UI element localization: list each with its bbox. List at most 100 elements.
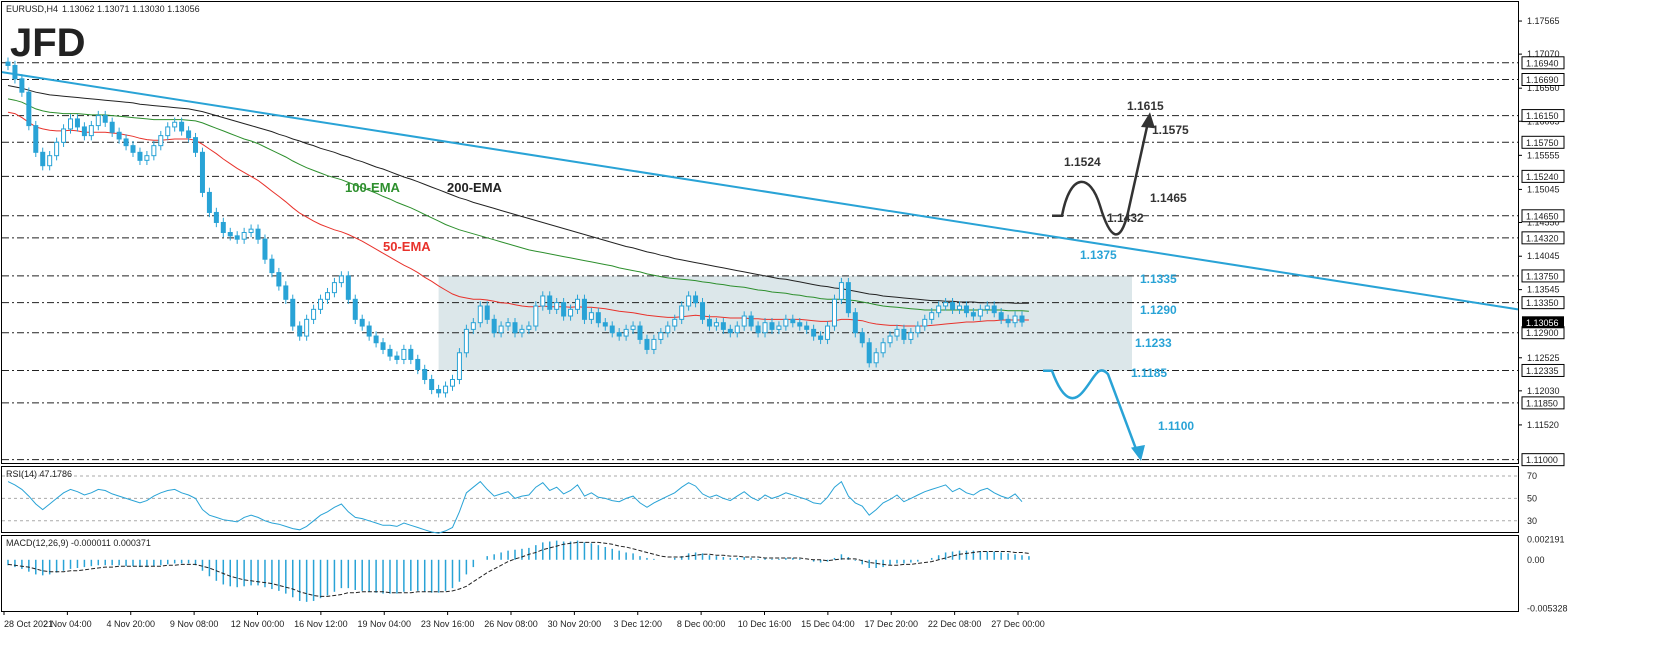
- candle-body: [234, 235, 240, 240]
- level-price-tag: [1521, 209, 1565, 223]
- level-price-label: 1.15750: [1526, 138, 1559, 148]
- candle-body: [102, 115, 108, 123]
- candle-body: [547, 295, 553, 310]
- date-tick-label: 2 Nov 04:00: [43, 619, 92, 629]
- candle-body: [554, 302, 560, 310]
- bullish-target-label: 1.1575: [1152, 123, 1189, 137]
- candle-body: [470, 322, 476, 330]
- bearish-scenario-path: [1043, 369, 1140, 455]
- rsi-line: [7, 480, 1023, 534]
- candle-body: [276, 272, 282, 287]
- bullish-target-label: 1.1615: [1127, 99, 1164, 113]
- candle-body: [498, 325, 504, 334]
- level-price-label: 1.16690: [1526, 75, 1559, 85]
- date-tick-label: 26 Nov 08:00: [484, 619, 538, 629]
- candle-body: [845, 282, 851, 314]
- candle-body: [588, 312, 594, 320]
- date-tick-label: 30 Nov 20:00: [548, 619, 602, 629]
- date-tick-label: 27 Dec 00:00: [991, 619, 1045, 629]
- candle-body: [5, 61, 11, 66]
- bearish-target-label: 1.1290: [1140, 303, 1177, 317]
- candle-body: [297, 325, 303, 337]
- jfd-logo: JFD: [10, 21, 86, 65]
- candle-body: [456, 352, 462, 380]
- bullish-target-label: 1.1524: [1064, 155, 1101, 169]
- level-price-tag: [1521, 296, 1565, 310]
- candle-body: [915, 325, 921, 334]
- level-price-label: 1.12335: [1526, 366, 1559, 376]
- candle-body: [269, 258, 275, 274]
- candle-body: [484, 305, 490, 320]
- candle-body: [540, 295, 546, 307]
- candle-body: [331, 282, 337, 294]
- candle-body: [602, 322, 608, 327]
- price-tick-label: 1.15045: [1527, 184, 1560, 194]
- candle-body: [651, 338, 657, 350]
- candle-body: [977, 308, 983, 317]
- candle-body: [637, 325, 643, 340]
- candle-body: [95, 115, 101, 127]
- candle-body: [491, 318, 497, 334]
- candle-body: [644, 338, 650, 350]
- date-tick-label: 15 Dec 04:00: [801, 619, 855, 629]
- candle-body: [248, 228, 254, 234]
- candle-body: [345, 275, 351, 300]
- candle-body: [151, 145, 157, 157]
- candle-body: [463, 328, 469, 354]
- ohlc-label: 1.13062 1.13071 1.13030 1.13056: [62, 4, 200, 14]
- macd-tick-label: 0.002191: [1527, 535, 1565, 545]
- candle-body: [311, 308, 317, 320]
- candle-body: [68, 118, 74, 130]
- candle-body: [887, 335, 893, 344]
- candle-body: [436, 389, 442, 394]
- candle-body: [227, 232, 233, 237]
- candle-body: [1019, 315, 1025, 323]
- candle-body: [908, 332, 914, 340]
- candle-body: [734, 325, 740, 334]
- level-price-tag: [1521, 363, 1565, 377]
- candle-body: [790, 318, 796, 324]
- level-price-tag: [1521, 73, 1565, 87]
- candle-body: [748, 315, 754, 327]
- candle-body: [776, 325, 782, 330]
- candle-body: [838, 282, 844, 300]
- rsi-tick-label: 50: [1527, 493, 1537, 503]
- candle-body: [526, 325, 532, 330]
- candle-body: [672, 318, 678, 327]
- candle-body: [199, 151, 205, 193]
- candle-body: [970, 312, 976, 317]
- level-price-tag: [1521, 453, 1565, 467]
- candle-body: [415, 358, 421, 370]
- candle-body: [387, 348, 393, 357]
- rsi-tick-label: 70: [1527, 471, 1537, 481]
- bearish-target-label: 1.1185: [1131, 366, 1167, 380]
- candle-body: [998, 312, 1004, 320]
- level-price-label: 1.11000: [1526, 455, 1558, 465]
- candle-body: [825, 325, 831, 340]
- current-price-tag: [1522, 316, 1564, 329]
- candle-body: [408, 348, 414, 360]
- level-price-label: 1.16150: [1526, 111, 1559, 121]
- macd-tick-label: 0.00: [1527, 555, 1545, 565]
- candle-body: [956, 305, 962, 310]
- ema100-label: 100-EMA: [345, 180, 401, 195]
- candle-body: [213, 211, 219, 223]
- level-price-tag: [1521, 169, 1565, 183]
- macd-panel: [1, 535, 1519, 612]
- level-price-tag: [1521, 109, 1565, 123]
- candle-body: [88, 125, 94, 137]
- date-tick-label: 17 Dec 20:00: [864, 619, 918, 629]
- price-tick-label: 1.13545: [1527, 285, 1560, 295]
- rsi-tick-label: 30: [1527, 516, 1537, 526]
- candle-body: [950, 302, 956, 310]
- level-price-label: 1.15240: [1526, 172, 1559, 182]
- macd-tick-label: -0.005328: [1527, 604, 1568, 614]
- candle-body: [811, 328, 817, 337]
- candle-body: [220, 221, 226, 233]
- candle-body: [318, 298, 324, 310]
- candle-body: [943, 302, 949, 307]
- candle-body: [686, 295, 692, 307]
- level-price-label: 1.11850: [1526, 398, 1558, 408]
- price-tick-label: 1.12030: [1527, 386, 1560, 396]
